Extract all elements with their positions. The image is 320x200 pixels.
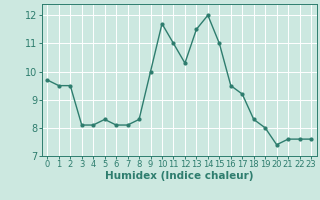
X-axis label: Humidex (Indice chaleur): Humidex (Indice chaleur)	[105, 171, 253, 181]
